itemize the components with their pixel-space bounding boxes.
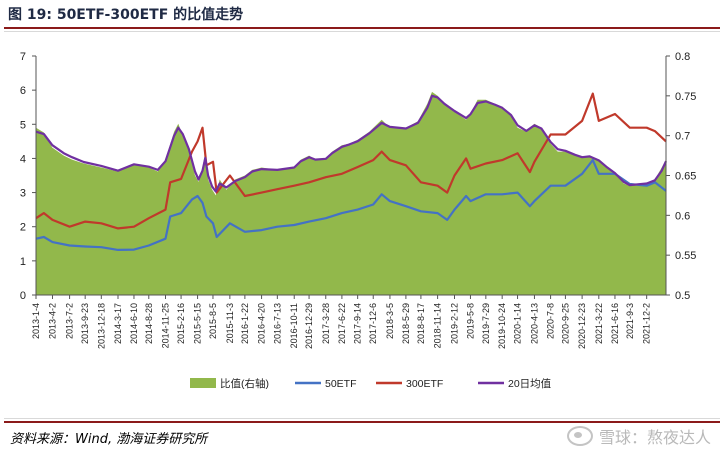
x-tick-label-36: 2021-6-16 [610, 303, 620, 344]
title-rule [4, 27, 720, 29]
series-line-2 [35, 92, 667, 230]
x-tick-label-2: 2013-7-2 [65, 303, 75, 339]
left-tick-label-3: 3 [20, 188, 26, 200]
x-tick-label-38: 2021-12-2 [642, 303, 652, 344]
x-tick-label-27: 2019-5-8 [465, 303, 475, 339]
legend-label-2: 300ETF [406, 378, 443, 390]
x-tick-label-1: 2013-4-2 [48, 303, 58, 339]
x-tick-label-22: 2018-3-5 [385, 303, 395, 339]
x-tick-label-32: 2020-7-8 [546, 303, 556, 339]
series-line-3 [35, 94, 668, 193]
legend-label-1: 50ETF [325, 378, 357, 390]
x-tick-label-28: 2019-7-29 [481, 303, 491, 344]
left-tick-label-5: 5 [20, 119, 26, 131]
ratio-chart: 0 1 2 3 4 5 6 7 0.5 0.55 0.6 0.65 0.7 0.75 0.8 2013-1-4… [20, 51, 697, 390]
x-tick-label-16: 2016-10-11 [289, 303, 299, 348]
x-tick-label-34: 2020-12-23 [577, 303, 587, 349]
x-tick-label-8: 2014-11-25 [160, 303, 170, 348]
left-tick-label-1: 1 [20, 256, 26, 268]
figure-title: 图 19: 50ETF-300ETF 的比值走势 [8, 7, 244, 23]
x-tick-label-7: 2014-8-28 [144, 303, 154, 344]
x-tick-label-37: 2021-9-3 [625, 303, 635, 339]
x-tick-label-10: 2015-5-15 [193, 303, 203, 344]
x-tick-label-30: 2020-1-14 [513, 303, 523, 344]
right-tick-label-2: 0.6 [675, 210, 690, 222]
x-tick-label-12: 2015-11-3 [225, 303, 235, 343]
x-tick-label-13: 2016-1-22 [240, 303, 250, 344]
x-tick-label-33: 2020-9-25 [560, 303, 570, 344]
right-tick-label-1: 0.55 [675, 250, 696, 262]
chart-frame: 0 1 2 3 4 5 6 7 0.5 0.55 0.6 0.65 0.7 0.75 0.8 2013-1-4… [4, 31, 720, 419]
x-tick-label-6: 2014-6-10 [129, 303, 139, 344]
right-tick-label-0: 0.5 [675, 290, 690, 302]
x-tick-label-23: 2018-5-29 [401, 303, 411, 344]
legend-swatch-0 [190, 378, 216, 388]
legend-label-3: 20日均值 [508, 377, 552, 390]
x-tick-label-5: 2014-3-17 [113, 303, 123, 344]
x-tick-label-31: 2020-4-13 [529, 303, 539, 344]
x-tick-label-18: 2017-3-28 [321, 303, 331, 344]
x-tick-label-14: 2016-4-20 [257, 303, 267, 344]
left-tick-label-7: 7 [20, 51, 26, 63]
x-tick-label-3: 2013-9-23 [80, 303, 90, 344]
x-tick-label-24: 2018-8-17 [416, 303, 426, 344]
left-tick-label-2: 2 [20, 222, 26, 234]
right-tick-label-5: 0.75 [675, 91, 696, 103]
x-tick-label-17: 2016-12-29 [304, 303, 314, 349]
x-tick-label-35: 2021-3-22 [594, 303, 604, 344]
x-tick-label-20: 2017-9-14 [353, 303, 363, 344]
snowball-logo-icon [566, 426, 593, 446]
x-tick-label-4: 2013-12-18 [96, 303, 106, 349]
left-tick-label-0: 0 [20, 290, 26, 302]
series-area-ratio [36, 91, 666, 296]
watermark-text: 雪球：熬夜达人 [598, 428, 711, 447]
left-tick-label-6: 6 [20, 85, 26, 97]
x-tick-label-29: 2019-10-24 [497, 303, 507, 349]
x-tick-label-11: 2015-8-5 [208, 303, 218, 339]
left-tick-label-4: 4 [20, 153, 26, 165]
x-tick-label-25: 2018-11-14 [433, 303, 443, 348]
x-tick-label-15: 2016-7-13 [272, 303, 282, 344]
series-line-1 [35, 159, 667, 251]
source-note: 资料来源：Wind, 渤海证券研究所 [10, 432, 208, 447]
x-tick-label-21: 2017-12-6 [368, 303, 378, 344]
x-tick-label-9: 2015-2-16 [176, 303, 186, 344]
bottom-rule [4, 421, 720, 423]
right-tick-label-4: 0.7 [675, 131, 690, 143]
x-tick-label-0: 2013-1-4 [31, 303, 41, 339]
x-tick-label-26: 2019-2-12 [449, 303, 459, 344]
right-tick-label-3: 0.65 [675, 171, 696, 183]
legend-label-0: 比值(右轴) [220, 377, 269, 390]
right-tick-label-6: 0.8 [675, 51, 690, 63]
x-tick-label-19: 2017-6-22 [337, 303, 347, 344]
watermark: 雪球：熬夜达人 [566, 424, 711, 448]
